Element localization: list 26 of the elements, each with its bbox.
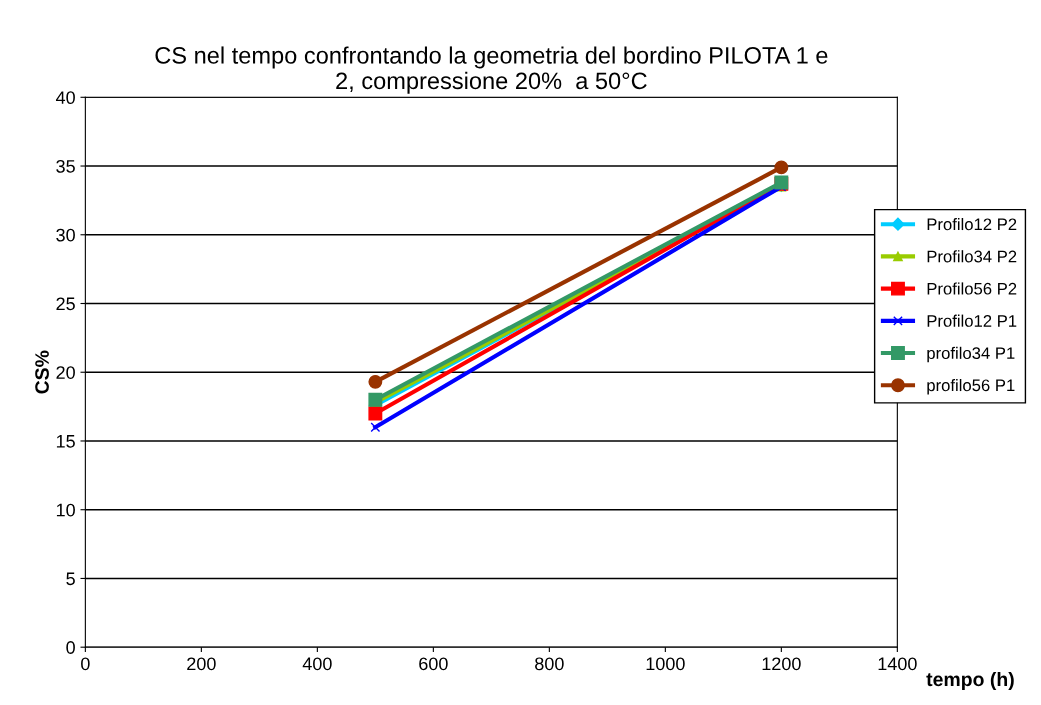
x-tick-label: 200 <box>187 657 216 671</box>
y-tick-label: 35 <box>56 159 75 173</box>
x-tick-label: 1000 <box>646 657 685 671</box>
legend-label: Profilo56 P2 <box>927 282 1017 295</box>
legend-label: Profilo12 P1 <box>927 314 1017 327</box>
x-tick-label: 1400 <box>878 657 917 671</box>
x-tick-label: 600 <box>419 657 448 671</box>
y-tick-label: 20 <box>56 366 75 379</box>
y-axis-title: CS% <box>35 350 49 394</box>
legend-label: profilo34 P1 <box>927 346 1015 363</box>
x-tick-label: 400 <box>302 657 332 671</box>
x-tick-label: 1200 <box>762 657 801 671</box>
y-tick-label: 0 <box>66 641 75 654</box>
x-tick-label: 800 <box>535 657 564 671</box>
legend-label: profilo56 P1 <box>927 378 1015 395</box>
legend-label: Profilo12 P2 <box>927 217 1017 231</box>
x-tick-label: 0 <box>81 657 90 671</box>
y-tick-label: 25 <box>56 297 75 311</box>
y-tick-label: 40 <box>55 91 75 105</box>
y-tick-label: 10 <box>56 503 75 517</box>
legend-label: Profilo34 P2 <box>927 250 1017 263</box>
y-tick-label: 30 <box>56 228 75 242</box>
y-tick-label: 5 <box>66 572 75 586</box>
x-axis-title: tempo (h) <box>926 671 1014 691</box>
y-tick-label: 15 <box>56 435 75 448</box>
chart-title: CS nel tempo confrontando la geometria del bordino PILOTA 1 e 2, compressione 20% a 50°C <box>155 46 828 94</box>
